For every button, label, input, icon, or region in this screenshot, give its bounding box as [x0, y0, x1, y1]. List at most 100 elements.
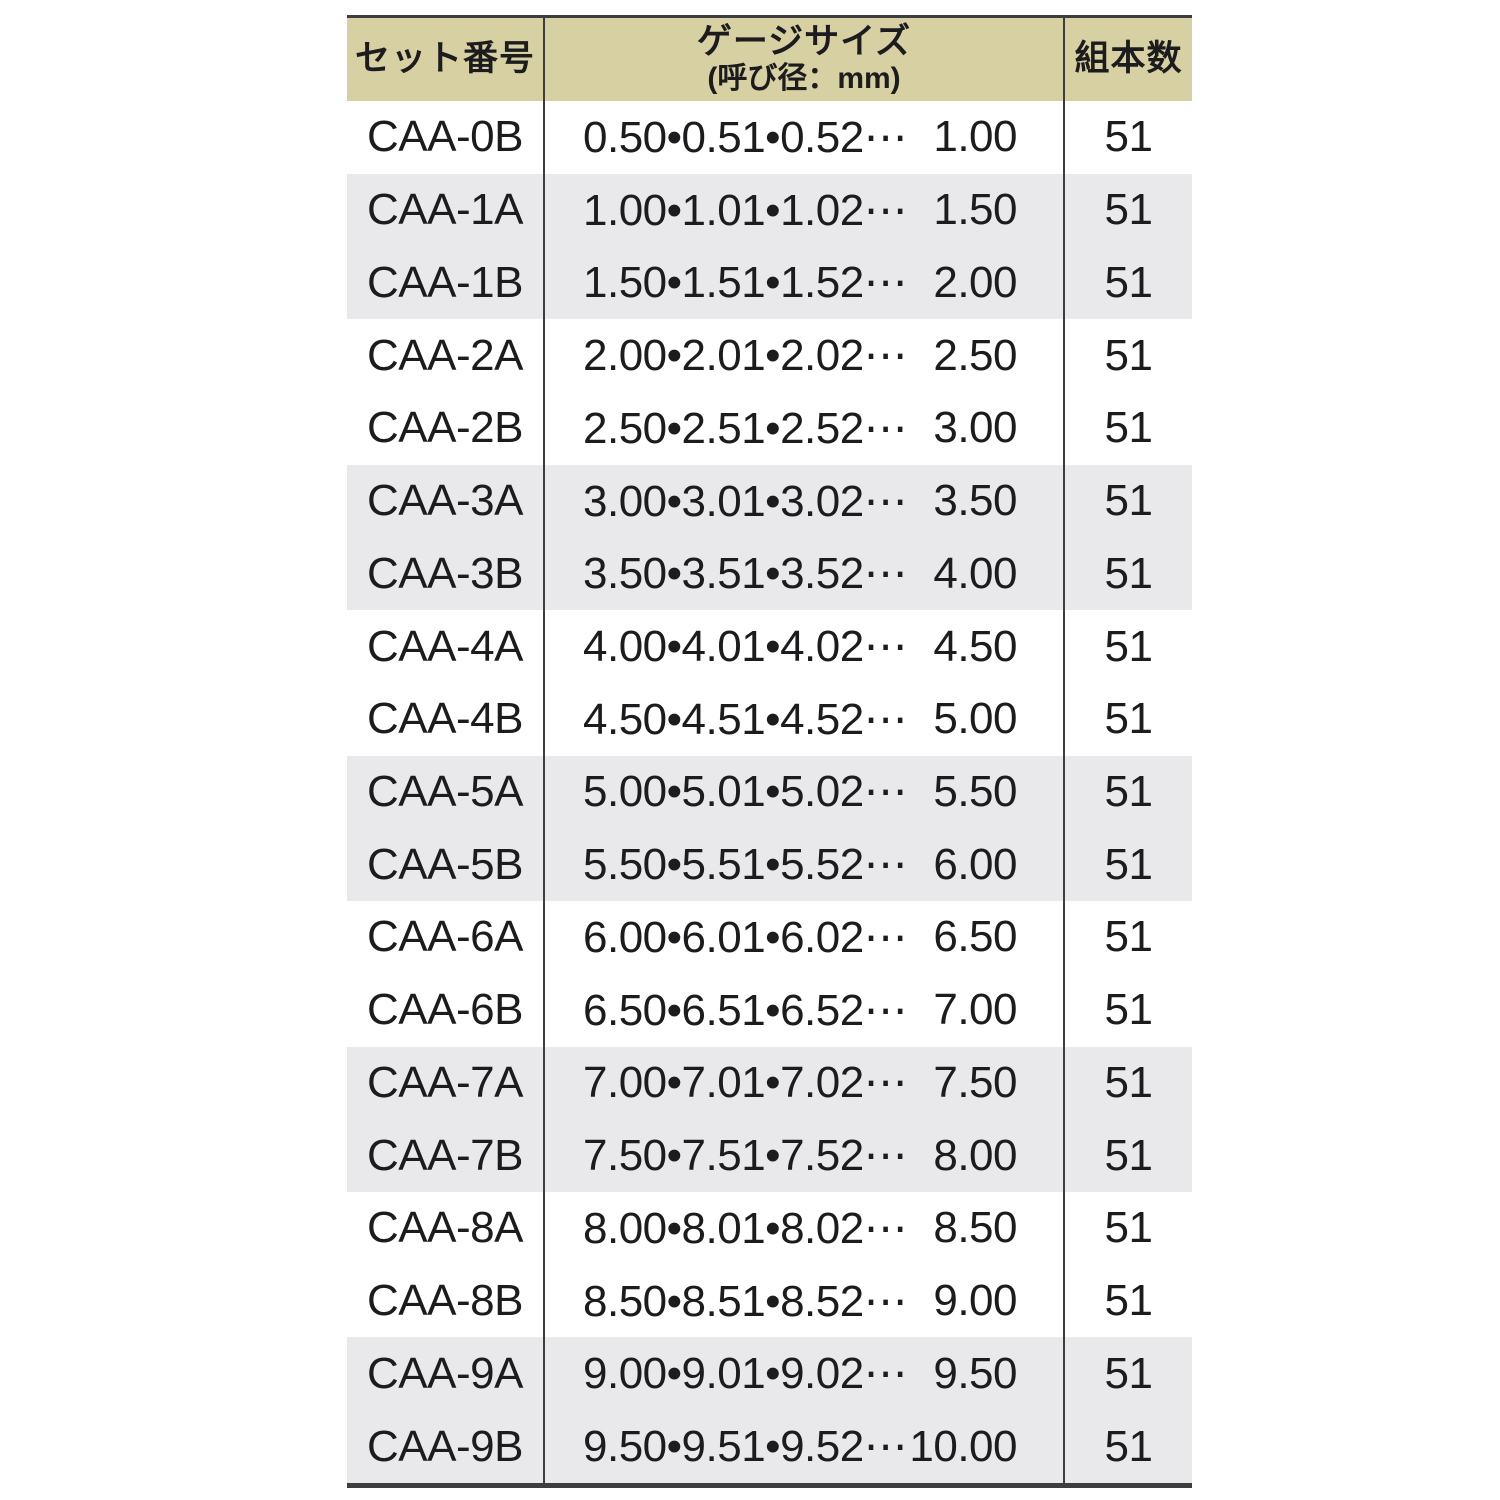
gauge-size-end-value: 2.50	[933, 330, 1017, 380]
table-row: CAA-3A 3.00•3.01•3.02⋯ 3.50 51	[347, 464, 1192, 538]
table-row: CAA-8B 8.50•8.51•8.52⋯ 9.00 51	[347, 1264, 1192, 1338]
gauge-size-sequence: 2.50•2.51•2.52⋯	[583, 403, 908, 453]
gauge-size-sequence: 8.00•8.01•8.02⋯	[583, 1203, 908, 1253]
gauge-size-sequence: 9.00•9.01•9.02⋯	[583, 1349, 908, 1399]
gauge-size-cell: 2.50•2.51•2.52⋯ 3.00	[543, 391, 1065, 465]
table-header-row: セット番号 ゲージサイズ (呼び径：mm) 組本数	[347, 18, 1192, 101]
gauge-size-sequence: 7.50•7.51•7.52⋯	[583, 1131, 908, 1181]
header-gauge-size: ゲージサイズ (呼び径：mm)	[543, 18, 1065, 101]
gauge-size-end-value: 9.50	[933, 1348, 1017, 1398]
set-number-cell: CAA-8A	[347, 1192, 543, 1265]
piece-count-cell: 51	[1065, 1119, 1192, 1193]
piece-count-cell: 51	[1065, 973, 1192, 1047]
gauge-size-cell: 6.00•6.01•6.02⋯ 6.50	[543, 901, 1065, 974]
gauge-size-sequence: 7.00•7.01•7.02⋯	[583, 1058, 908, 1108]
piece-count-cell: 51	[1065, 1264, 1192, 1338]
set-number-cell: CAA-1A	[347, 173, 543, 247]
set-number-cell: CAA-4A	[347, 610, 543, 683]
gauge-size-end-value: 4.00	[933, 548, 1017, 598]
gauge-size-end-value: 6.00	[933, 839, 1017, 889]
gauge-size-cell: 2.00•2.01•2.02⋯ 2.50	[543, 319, 1065, 392]
gauge-size-cell: 6.50•6.51•6.52⋯ 7.00	[543, 973, 1065, 1047]
gauge-size-cell: 8.00•8.01•8.02⋯ 8.50	[543, 1192, 1065, 1265]
gauge-size-cell: 9.00•9.01•9.02⋯ 9.50	[543, 1337, 1065, 1411]
gauge-size-sequence: 6.00•6.01•6.02⋯	[583, 912, 908, 962]
gauge-size-sequence: 3.00•3.01•3.02⋯	[583, 476, 908, 526]
gauge-size-sequence: 5.50•5.51•5.52⋯	[583, 840, 908, 890]
gauge-size-sequence: 0.50•0.51•0.52⋯	[583, 112, 908, 162]
set-number-cell: CAA-3A	[347, 464, 543, 538]
table-row: CAA-7B 7.50•7.51•7.52⋯ 8.00 51	[347, 1119, 1192, 1193]
gauge-size-end-value: 6.50	[933, 912, 1017, 962]
table-row: CAA-3B 3.50•3.51•3.52⋯ 4.00 51	[347, 537, 1192, 611]
gauge-size-cell: 4.50•4.51•4.52⋯ 5.00	[543, 682, 1065, 756]
set-number-cell: CAA-8B	[347, 1264, 543, 1338]
set-number-cell: CAA-2A	[347, 319, 543, 392]
gauge-size-sequence: 1.50•1.51•1.52⋯	[583, 258, 908, 308]
piece-count-cell: 51	[1065, 901, 1192, 974]
gauge-size-end-value: 8.50	[933, 1203, 1017, 1253]
gauge-size-sequence: 1.00•1.01•1.02⋯	[583, 185, 908, 235]
table-row: CAA-0B 0.50•0.51•0.52⋯ 1.00 51	[347, 101, 1192, 174]
set-number-cell: CAA-6B	[347, 973, 543, 1047]
gauge-size-end-value: 3.00	[933, 403, 1017, 453]
gauge-size-end-value: 8.00	[933, 1130, 1017, 1180]
set-number-cell: CAA-7B	[347, 1119, 543, 1193]
gauge-size-sequence: 3.50•3.51•3.52⋯	[583, 549, 908, 599]
table-row: CAA-5A 5.00•5.01•5.02⋯ 5.50 51	[347, 755, 1192, 829]
piece-count-cell: 51	[1065, 464, 1192, 538]
set-number-cell: CAA-4B	[347, 682, 543, 756]
piece-count-cell: 51	[1065, 1192, 1192, 1265]
table-row: CAA-4A 4.00•4.01•4.02⋯ 4.50 51	[347, 610, 1192, 683]
table-body: CAA-0B 0.50•0.51•0.52⋯ 1.00 51 CAA-1A 1.…	[347, 101, 1192, 1483]
gauge-size-end-value: 3.50	[933, 476, 1017, 526]
piece-count-cell: 51	[1065, 1337, 1192, 1411]
gauge-size-cell: 3.00•3.01•3.02⋯ 3.50	[543, 464, 1065, 538]
piece-count-cell: 51	[1065, 537, 1192, 611]
gauge-size-sequence: 9.50•9.51•9.52⋯	[583, 1422, 908, 1472]
gauge-size-sequence: 6.50•6.51•6.52⋯	[583, 985, 908, 1035]
table-row: CAA-2A 2.00•2.01•2.02⋯ 2.50 51	[347, 319, 1192, 392]
header-gauge-size-unit: (呼び径：mm)	[707, 62, 901, 96]
header-piece-count: 組本数	[1065, 18, 1192, 101]
gauge-size-end-value: 5.00	[933, 694, 1017, 744]
gauge-size-sequence: 4.00•4.01•4.02⋯	[583, 622, 908, 671]
set-number-cell: CAA-9A	[347, 1337, 543, 1411]
gauge-size-end-value: 7.50	[933, 1057, 1017, 1107]
table-row: CAA-5B 5.50•5.51•5.52⋯ 6.00 51	[347, 828, 1192, 902]
set-number-cell: CAA-1B	[347, 246, 543, 320]
gauge-size-cell: 5.50•5.51•5.52⋯ 6.00	[543, 828, 1065, 902]
header-set-number: セット番号	[347, 18, 543, 101]
set-number-cell: CAA-0B	[347, 101, 543, 174]
set-number-cell: CAA-5A	[347, 755, 543, 829]
gauge-size-end-value: 2.00	[933, 257, 1017, 307]
table-row: CAA-8A 8.00•8.01•8.02⋯ 8.50 51	[347, 1192, 1192, 1265]
gauge-size-end-value: 5.50	[933, 766, 1017, 816]
table-row: CAA-4B 4.50•4.51•4.52⋯ 5.00 51	[347, 682, 1192, 756]
set-number-cell: CAA-6A	[347, 901, 543, 974]
gauge-size-cell: 8.50•8.51•8.52⋯ 9.00	[543, 1264, 1065, 1338]
gauge-size-sequence: 4.50•4.51•4.52⋯	[583, 694, 908, 744]
gauge-size-end-value: 9.00	[933, 1276, 1017, 1326]
header-gauge-size-title: ゲージサイズ	[696, 22, 912, 62]
gauge-size-cell: 3.50•3.51•3.52⋯ 4.00	[543, 537, 1065, 611]
set-number-cell: CAA-9B	[347, 1410, 543, 1483]
table-row: CAA-6B 6.50•6.51•6.52⋯ 7.00 51	[347, 973, 1192, 1047]
gauge-size-cell: 1.50•1.51•1.52⋯ 2.00	[543, 246, 1065, 320]
set-number-cell: CAA-3B	[347, 537, 543, 611]
gauge-size-sequence: 8.50•8.51•8.52⋯	[583, 1276, 908, 1326]
table-row: CAA-1B 1.50•1.51•1.52⋯ 2.00 51	[347, 246, 1192, 320]
table-row: CAA-7A 7.00•7.01•7.02⋯ 7.50 51	[347, 1046, 1192, 1120]
piece-count-cell: 51	[1065, 101, 1192, 174]
gauge-size-sequence: 5.00•5.01•5.02⋯	[583, 767, 908, 817]
set-number-cell: CAA-2B	[347, 391, 543, 465]
piece-count-cell: 51	[1065, 1410, 1192, 1483]
piece-count-cell: 51	[1065, 246, 1192, 320]
gauge-size-end-value: 1.50	[933, 185, 1017, 235]
piece-count-cell: 51	[1065, 682, 1192, 756]
gauge-size-cell: 7.00•7.01•7.02⋯ 7.50	[543, 1046, 1065, 1120]
table-row: CAA-6A 6.00•6.01•6.02⋯ 6.50 51	[347, 901, 1192, 974]
piece-count-cell: 51	[1065, 755, 1192, 829]
gauge-size-cell: 5.00•5.01•5.02⋯ 5.50	[543, 755, 1065, 829]
piece-count-cell: 51	[1065, 1046, 1192, 1120]
